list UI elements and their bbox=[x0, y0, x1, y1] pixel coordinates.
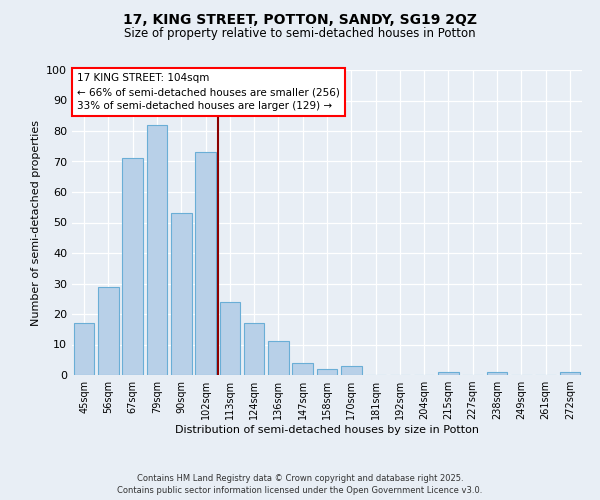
Bar bbox=[487, 372, 508, 375]
Y-axis label: Number of semi-detached properties: Number of semi-detached properties bbox=[31, 120, 41, 326]
Bar bbox=[438, 372, 459, 375]
Bar bbox=[122, 158, 143, 375]
Bar bbox=[74, 323, 94, 375]
Text: Size of property relative to semi-detached houses in Potton: Size of property relative to semi-detach… bbox=[124, 28, 476, 40]
Text: Contains HM Land Registry data © Crown copyright and database right 2025.
Contai: Contains HM Land Registry data © Crown c… bbox=[118, 474, 482, 495]
Bar bbox=[98, 286, 119, 375]
Text: 17, KING STREET, POTTON, SANDY, SG19 2QZ: 17, KING STREET, POTTON, SANDY, SG19 2QZ bbox=[123, 12, 477, 26]
Bar bbox=[171, 214, 191, 375]
Bar bbox=[244, 323, 265, 375]
Bar bbox=[292, 363, 313, 375]
Bar bbox=[268, 342, 289, 375]
X-axis label: Distribution of semi-detached houses by size in Potton: Distribution of semi-detached houses by … bbox=[175, 425, 479, 435]
Bar bbox=[146, 125, 167, 375]
Bar bbox=[560, 372, 580, 375]
Text: 17 KING STREET: 104sqm
← 66% of semi-detached houses are smaller (256)
33% of se: 17 KING STREET: 104sqm ← 66% of semi-det… bbox=[77, 73, 340, 111]
Bar bbox=[317, 369, 337, 375]
Bar bbox=[195, 152, 216, 375]
Bar bbox=[220, 302, 240, 375]
Bar bbox=[341, 366, 362, 375]
